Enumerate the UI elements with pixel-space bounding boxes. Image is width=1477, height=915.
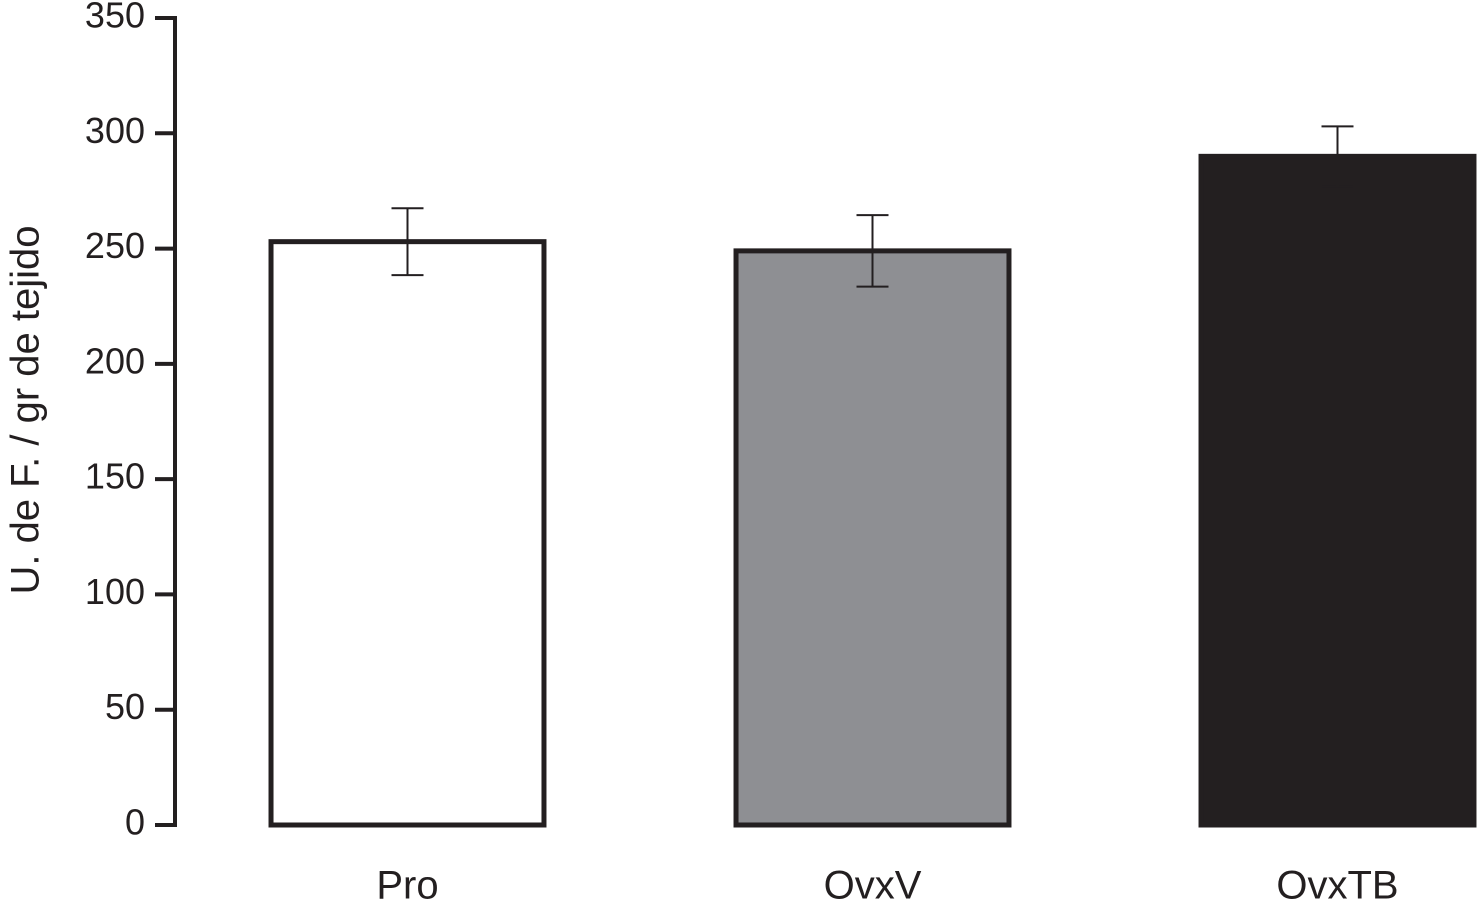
y-tick-label: 300 bbox=[85, 110, 145, 151]
bar bbox=[268, 239, 547, 828]
x-tick-label: Pro bbox=[376, 864, 438, 908]
y-tick-label: 100 bbox=[85, 571, 145, 612]
y-axis-label: U. de F. / gr de tejido bbox=[4, 225, 48, 594]
y-tick-label: 350 bbox=[85, 0, 145, 36]
bar bbox=[733, 248, 1012, 828]
y-tick-label: 50 bbox=[105, 686, 145, 727]
y-tick-label: 150 bbox=[85, 456, 145, 497]
y-tick-label: 200 bbox=[85, 340, 145, 381]
error-bar bbox=[856, 214, 889, 288]
bar bbox=[1198, 153, 1477, 828]
x-tick-label: OvxTB bbox=[1276, 864, 1398, 908]
x-tick-label: OvxV bbox=[824, 864, 922, 908]
error-bar bbox=[391, 207, 424, 277]
error-bar bbox=[1321, 125, 1354, 188]
y-tick-label: 0 bbox=[125, 802, 145, 843]
y-tick-label: 250 bbox=[85, 225, 145, 266]
